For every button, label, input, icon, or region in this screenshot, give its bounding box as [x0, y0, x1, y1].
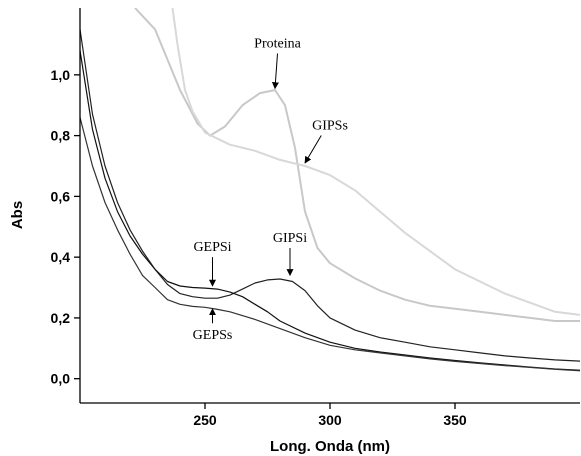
annotation-gepsi: GEPSi [193, 240, 231, 255]
y-tick-label: 0,8 [51, 128, 71, 144]
y-tick-label: 0,6 [51, 188, 71, 204]
series-line-gipss [171, 8, 580, 316]
annotation-arrow [271, 53, 279, 90]
annotation-arrow [304, 135, 322, 164]
annotation-gipsi: GIPSi [273, 231, 307, 246]
annotation-proteina: Proteina [254, 37, 301, 52]
x-ticks: 250 300 350 [193, 403, 467, 428]
annotation-gipss: GIPSs [312, 119, 348, 134]
x-tick-label: 250 [193, 412, 217, 428]
y-tick-label: 0,0 [51, 371, 71, 387]
series-line-gepsi [80, 50, 580, 371]
series-line-gipsi [80, 29, 580, 362]
series-line-gepss [80, 117, 580, 372]
annotation-layer: Proteina GIPSs GIPSi GEPSi GEPSs [193, 37, 348, 344]
plot-area: Proteina GIPSs GIPSi GEPSi GEPSs [80, 8, 580, 372]
series-line-proteina [134, 8, 580, 322]
y-tick-label: 1,0 [51, 67, 71, 83]
series-layer [80, 8, 580, 372]
y-axis-label: Abs [9, 201, 26, 229]
x-tick-label: 350 [443, 412, 467, 428]
y-ticks: 0,0 0,2 0,4 0,6 0,8 1,0 [51, 67, 80, 387]
annotation-gepss: GEPSs [193, 328, 233, 343]
y-tick-label: 0,2 [51, 310, 71, 326]
x-tick-label: 300 [318, 412, 342, 428]
y-tick-label: 0,4 [51, 249, 71, 265]
x-axis-label: Long. Onda (nm) [270, 438, 390, 455]
